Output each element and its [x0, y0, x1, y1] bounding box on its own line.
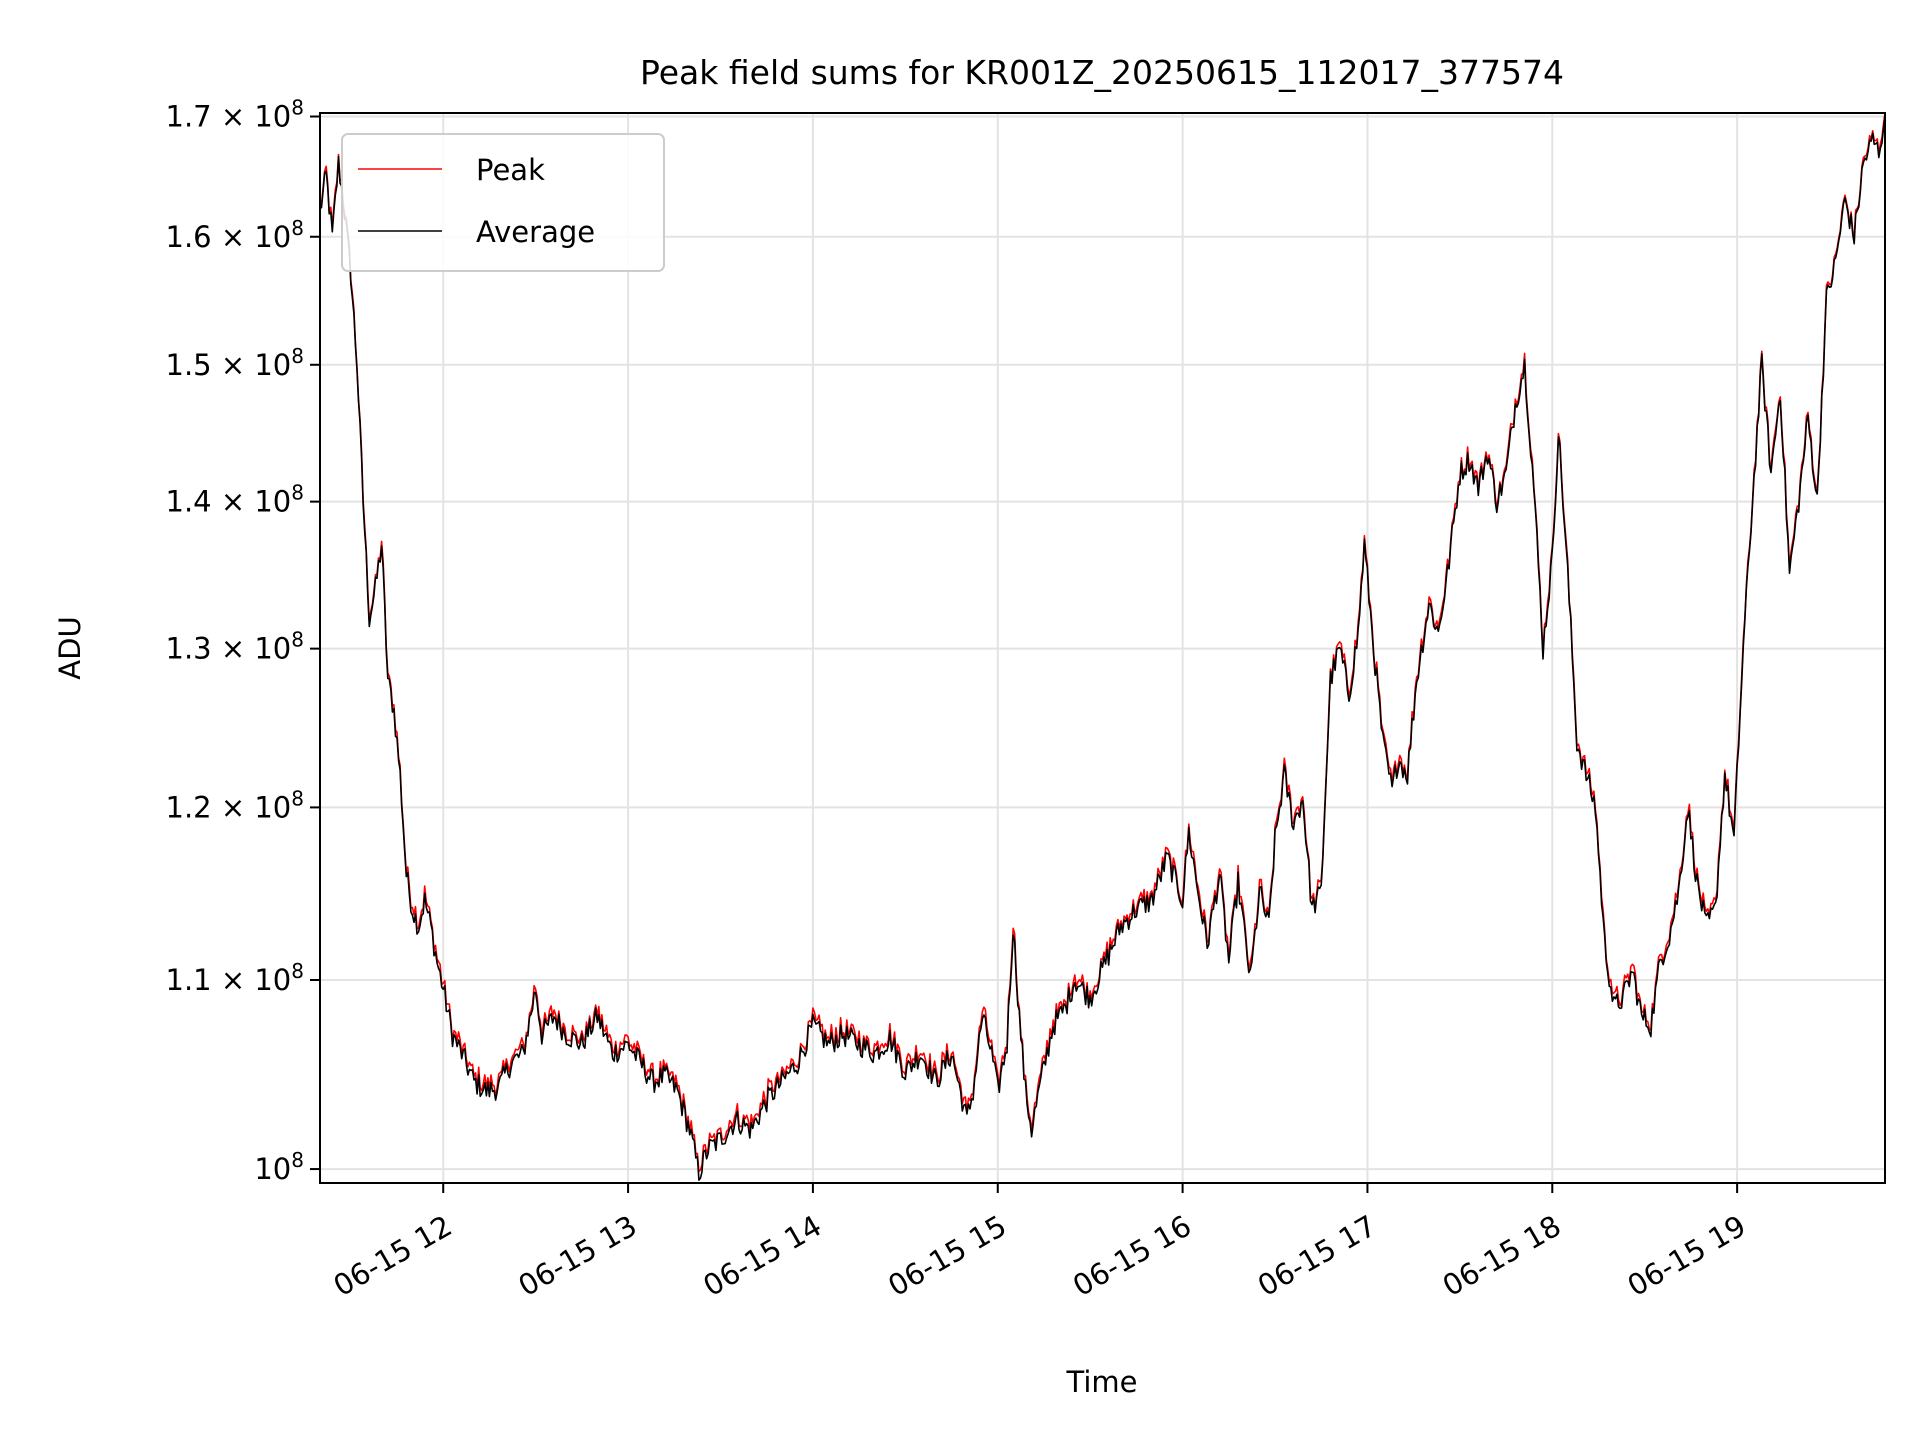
y-tick-label: 1.2 × 108	[166, 786, 305, 824]
series-line-average	[319, 116, 1886, 1181]
chart-title: Peak field sums for KR001Z_20250615_1120…	[640, 53, 1564, 92]
y-tick-mantissa: 1.4 × 10	[166, 485, 292, 519]
y-axis-label: ADU	[53, 616, 87, 679]
y-tick-exponent: 8	[291, 786, 304, 810]
y-tick-mantissa: 1.7 × 10	[166, 99, 292, 133]
y-tick-exponent: 8	[291, 1148, 304, 1172]
y-tick-mantissa: 10	[254, 1152, 291, 1186]
y-tick-exponent: 8	[291, 216, 304, 240]
y-tick-label: 1.7 × 108	[166, 95, 305, 133]
series-line-peak	[319, 112, 1886, 1173]
legend-label-average: Average	[476, 215, 595, 249]
y-tick-mantissa: 1.5 × 10	[166, 348, 292, 382]
y-tick-mantissa: 1.3 × 10	[166, 632, 292, 666]
y-tick-exponent: 8	[291, 959, 304, 983]
y-tick-exponent: 8	[291, 95, 304, 119]
y-tick-exponent: 8	[291, 344, 304, 368]
series-lines	[319, 112, 1886, 1181]
y-tick-mantissa: 1.2 × 10	[166, 790, 292, 824]
y-tick-mantissa: 1.6 × 10	[166, 220, 292, 254]
x-axis-label: Time	[1066, 1365, 1138, 1399]
y-tick-label: 1.3 × 108	[166, 628, 305, 666]
y-tick-exponent: 8	[291, 481, 304, 505]
y-tick-label: 1.5 × 108	[166, 344, 305, 382]
y-tick-label: 1.1 × 108	[166, 959, 305, 997]
y-tick-exponent: 8	[291, 628, 304, 652]
legend-label-peak: Peak	[476, 153, 545, 187]
y-tick-label: 1.6 × 108	[166, 216, 305, 254]
y-tick-label: 1.4 × 108	[166, 481, 305, 519]
y-tick-label: 108	[254, 1148, 304, 1186]
grid	[320, 113, 1885, 1183]
y-tick-mantissa: 1.1 × 10	[166, 963, 292, 997]
legend: Peak Average	[341, 133, 665, 272]
